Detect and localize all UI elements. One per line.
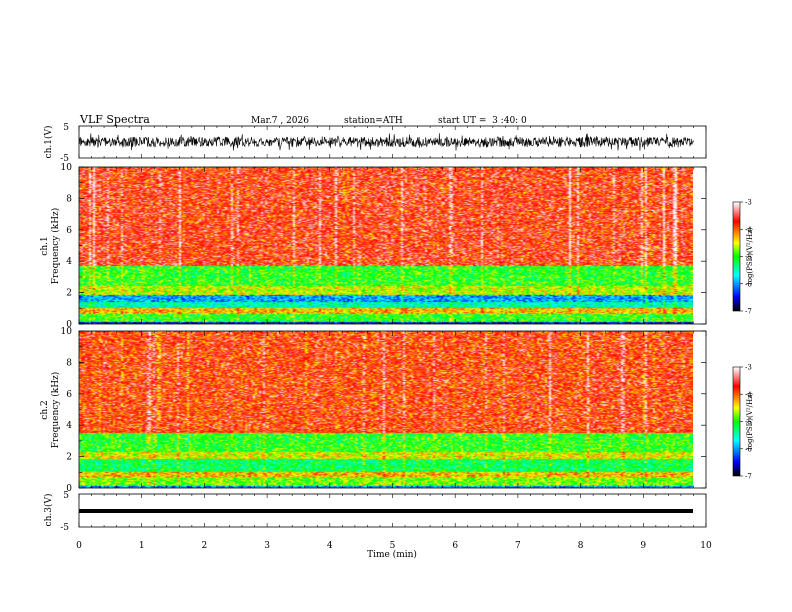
ytick-label: 2	[66, 453, 72, 463]
ch1-ytick-bottom: -5	[60, 154, 69, 164]
xaxis-tick-label: 5	[390, 541, 396, 551]
ch1-waveform-xticks	[78, 126, 707, 158]
ytick-label: 0	[66, 320, 72, 330]
ytick-label: 2	[66, 289, 72, 299]
x-axis-tick-labels: 0 1 2 3 4 5 6 7 8 9 10	[76, 541, 712, 551]
xaxis-tick-label: 6	[452, 541, 458, 551]
ytick-label: 6	[66, 390, 72, 400]
ytick-label: 8	[66, 194, 72, 204]
x-axis-label: Time (min)	[367, 549, 417, 560]
ch1-spectrogram-xticks	[78, 167, 707, 324]
ch2-colorbar-label: log(PSD)(V²/Hz)	[746, 392, 754, 449]
ch1-colorbar-label: log(PSD)(V²/Hz)	[746, 227, 754, 284]
xaxis-tick-label: 8	[578, 541, 584, 551]
ch1-ytick-top: 5	[63, 123, 69, 133]
colorbar-tick-label: -6	[745, 280, 752, 288]
ch1-waveform-panel: 5 -5 ch.1(V)	[43, 123, 707, 164]
ytick-label: 4	[66, 421, 72, 431]
colorbar-tick-label: -6	[745, 445, 752, 453]
ch2-spectrogram-yticks: 0 2 4 6 8 10	[61, 327, 706, 494]
ch2-colorbar-ticks: -3 -4 -5 -6 -7	[740, 364, 752, 481]
ch2-channel-label: ch.2	[40, 400, 50, 419]
station-label: station=ATH	[344, 116, 403, 126]
colorbar-tick-label: -4	[745, 391, 752, 399]
date-label: Mar.7 , 2026	[251, 116, 309, 126]
ch1-colorbar-ticks: -3 -4 -5 -6 -7	[740, 199, 752, 316]
xaxis-tick-label: 10	[700, 541, 712, 551]
ch2-spectrogram-panel: 0 2 4 6 8 10 ch.2 Frequency (kHz)	[40, 327, 707, 494]
ch3-ytick-top: 5	[63, 491, 69, 501]
ytick-label: 10	[61, 327, 73, 337]
figure-title: VLF Spectra	[79, 113, 150, 126]
ch1-spectrogram-heatmap	[79, 167, 693, 324]
xaxis-tick-label: 9	[640, 541, 646, 551]
xaxis-tick-label: 3	[264, 541, 270, 551]
ch2-spectrogram-xticks	[78, 331, 707, 488]
ch2-spectrogram-heatmap	[79, 331, 693, 488]
xaxis-tick-label: 1	[139, 541, 145, 551]
ch1-colorbar-gradient	[733, 202, 740, 311]
ytick-label: 8	[66, 358, 72, 368]
ch1-colorbar: -3 -4 -5 -6 -7 log(PSD)(V²/Hz)	[732, 199, 754, 316]
start-time-label: start UT = 3 :40: 0	[438, 116, 527, 126]
ytick-label: 6	[66, 226, 72, 236]
xaxis-tick-label: 7	[515, 541, 521, 551]
ch1-spectrogram-yticks: 0 2 4 6 8 10	[61, 163, 706, 330]
colorbar-tick-label: -7	[745, 308, 752, 316]
ch1-spectrogram-panel: 0 2 4 6 8 10 ch.1 Frequency (kHz)	[40, 163, 707, 330]
ytick-label: 0	[66, 484, 72, 494]
colorbar-tick-label: -7	[745, 473, 752, 481]
ch3-waveform-ylabel: ch.3(V)	[43, 494, 54, 527]
ch3-waveform-trace	[79, 509, 693, 513]
ch2-colorbar-gradient	[733, 367, 740, 476]
ytick-label: 4	[66, 257, 72, 267]
ch3-waveform-panel: 5 -5 ch.3(V)	[43, 491, 707, 533]
ch1-channel-label: ch.1	[40, 236, 50, 255]
colorbar-tick-label: -5	[745, 418, 752, 426]
ch1-waveform-ylabel: ch.1(V)	[43, 126, 54, 159]
xaxis-tick-label: 0	[76, 541, 82, 551]
ch2-colorbar: -3 -4 -5 -6 -7 log(PSD)(V²/Hz)	[732, 364, 754, 481]
colorbar-tick-label: -4	[745, 226, 752, 234]
colorbar-tick-label: -5	[745, 253, 752, 261]
xaxis-tick-label: 2	[202, 541, 208, 551]
ch2-frequency-label: Frequency (kHz)	[50, 372, 61, 449]
ch1-waveform-trace	[78, 133, 694, 151]
colorbar-tick-label: -3	[745, 364, 752, 372]
ytick-label: 10	[61, 163, 73, 173]
xaxis-tick-label: 4	[327, 541, 333, 551]
ch3-ytick-bottom: -5	[60, 523, 69, 533]
ch1-frequency-label: Frequency (kHz)	[50, 208, 61, 285]
colorbar-tick-label: -3	[745, 199, 752, 207]
ch3-waveform-xticks	[78, 494, 707, 527]
